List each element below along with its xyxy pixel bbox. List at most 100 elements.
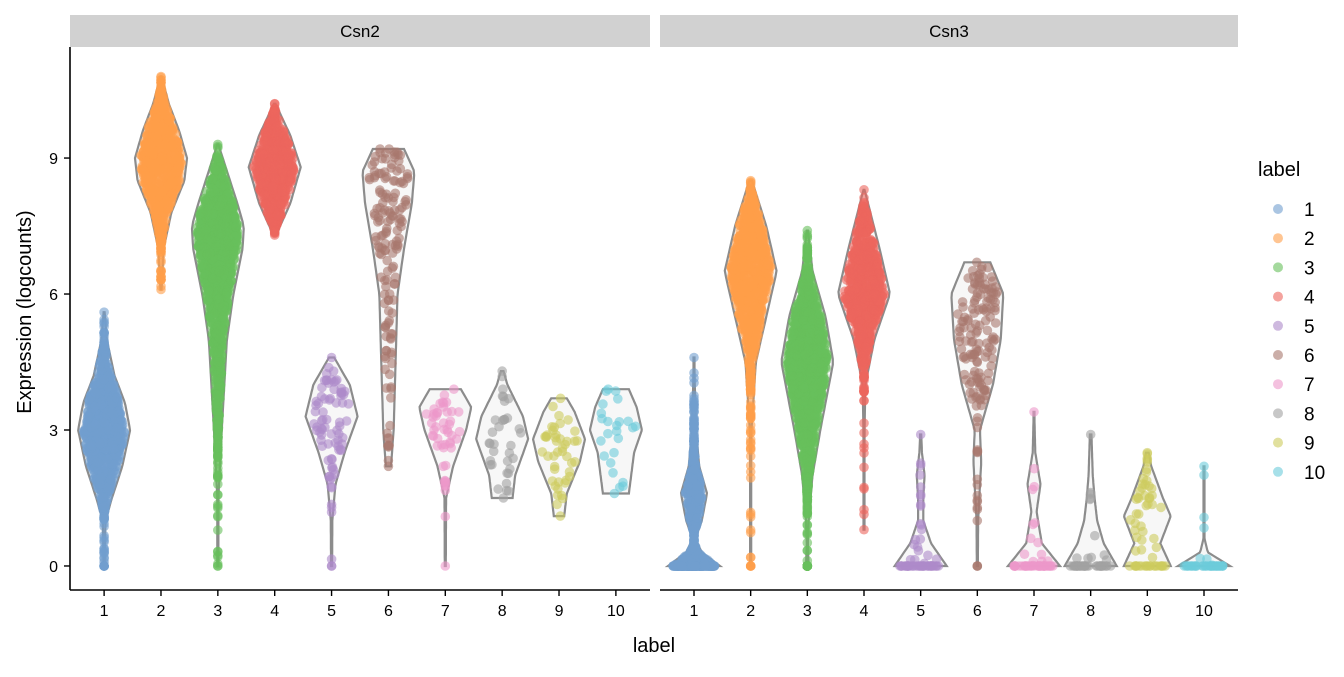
data-point: [601, 386, 611, 397]
data-point: [444, 419, 455, 430]
data-point: [686, 503, 696, 513]
data-point: [440, 439, 450, 450]
data-point: [213, 501, 223, 512]
data-point: [386, 329, 396, 339]
data-point: [439, 390, 450, 400]
data-point: [440, 475, 450, 486]
data-point: [112, 393, 122, 403]
data-point: [92, 428, 102, 439]
data-point: [386, 383, 396, 394]
data-point: [209, 346, 219, 357]
data-point: [269, 172, 280, 183]
data-point: [548, 401, 558, 412]
data-point: [146, 194, 157, 205]
data-point: [110, 468, 121, 479]
data-point: [493, 484, 504, 494]
data-point: [610, 386, 621, 396]
data-point: [320, 394, 330, 404]
data-point: [109, 443, 119, 454]
data-point: [259, 190, 270, 200]
data-point: [603, 416, 613, 427]
data-point: [612, 420, 622, 431]
data-point: [676, 561, 687, 571]
data-point: [700, 561, 710, 571]
data-point: [421, 409, 432, 419]
data-point: [389, 152, 400, 163]
data-point: [229, 250, 239, 260]
group-3: [190, 139, 245, 571]
data-point: [326, 554, 337, 564]
data-point: [388, 295, 399, 305]
data-point: [269, 227, 280, 237]
data-point: [213, 152, 223, 163]
data-point: [215, 179, 226, 189]
data-point: [326, 481, 337, 492]
data-point: [682, 480, 693, 491]
data-point: [112, 423, 123, 433]
data-point: [381, 172, 392, 182]
data-point: [549, 451, 559, 461]
data-point: [498, 415, 508, 426]
data-point: [689, 352, 699, 363]
data-point: [212, 405, 222, 416]
data-point: [119, 428, 130, 438]
data-point: [213, 510, 223, 521]
data-point: [388, 196, 398, 207]
data-point: [599, 451, 609, 461]
data-point: [387, 263, 398, 273]
data-point: [369, 157, 380, 167]
data-point: [388, 211, 399, 221]
data-point: [326, 472, 337, 483]
panel-strip-2: Csn3: [660, 15, 1238, 47]
data-point: [541, 431, 551, 442]
group-7: [418, 384, 473, 571]
data-point: [213, 525, 223, 535]
data-point: [380, 351, 390, 362]
data-point: [497, 371, 508, 382]
data-point: [144, 183, 155, 193]
data-point: [561, 475, 571, 486]
data-point: [283, 150, 294, 160]
data-point: [618, 481, 628, 492]
data-point: [449, 384, 459, 395]
data-point: [200, 225, 211, 236]
data-point: [213, 467, 223, 478]
data-point: [168, 189, 178, 199]
data-point: [200, 196, 211, 206]
data-point: [157, 94, 168, 104]
data-point: [504, 448, 515, 458]
data-point: [215, 200, 225, 211]
data-point: [692, 513, 702, 523]
data-point: [391, 236, 402, 246]
data-point: [745, 460, 756, 471]
group-5: [304, 352, 359, 571]
data-point: [99, 547, 109, 558]
data-point: [146, 159, 156, 169]
data-point: [383, 318, 394, 328]
group-10: [588, 384, 643, 499]
data-point: [364, 174, 375, 185]
data-point: [487, 459, 497, 470]
data-point: [440, 485, 451, 496]
data-point: [689, 436, 699, 447]
data-point: [569, 436, 580, 447]
data-point: [83, 410, 93, 421]
data-point: [222, 287, 232, 298]
data-point: [498, 384, 508, 395]
data-point: [218, 311, 228, 322]
data-point: [316, 430, 327, 440]
data-point: [570, 426, 580, 437]
data-point: [390, 188, 401, 199]
data-point: [222, 213, 232, 223]
data-point: [383, 455, 394, 466]
data-point: [380, 364, 390, 375]
data-point: [258, 149, 268, 159]
data-point: [276, 199, 286, 209]
data-point: [157, 102, 168, 113]
data-point: [689, 403, 699, 414]
group-2: [723, 175, 778, 571]
data-point: [438, 461, 449, 472]
data-point: [213, 552, 223, 562]
data-point: [213, 452, 223, 462]
